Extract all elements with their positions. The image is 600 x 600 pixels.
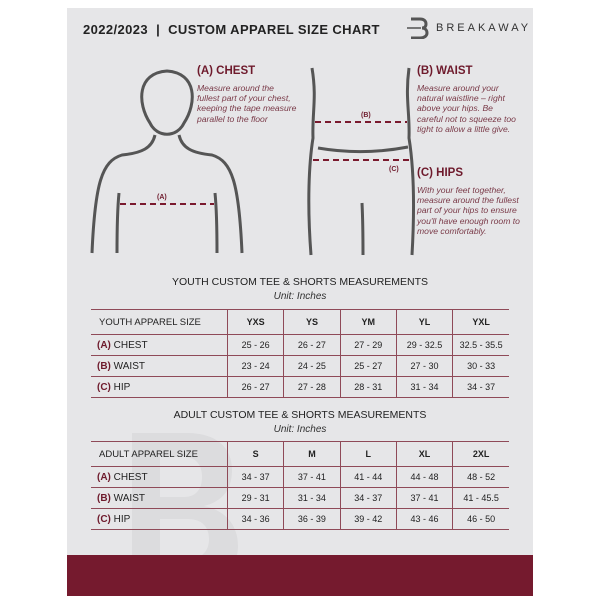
table-cell: 39 - 42 (339, 508, 397, 530)
table-cell: 32.5 - 35.5 (452, 334, 509, 356)
footer-bar (67, 555, 533, 596)
column-header: S (226, 441, 284, 467)
table-cell: 25 - 27 (339, 355, 397, 377)
table-cell: 34 - 37 (226, 466, 284, 488)
column-header: YOUTH APPAREL SIZE (91, 309, 228, 335)
table-cell: 23 - 24 (226, 355, 284, 377)
row-name: WAIST (113, 492, 145, 504)
table-cell: 36 - 39 (283, 508, 341, 530)
table-cell: 43 - 46 (395, 508, 453, 530)
table-row: (C) HIP 26 - 27 27 - 28 28 - 31 31 - 34 34 - … (91, 376, 509, 398)
waist-heading: (B) WAIST (417, 65, 473, 77)
youth-size-table: YOUTH APPAREL SIZE YXS YS YM YL YXL (A) CHEST 2… (91, 309, 509, 398)
row-name: CHEST (113, 339, 148, 351)
adult-title: ADULT CUSTOM TEE & SHORTS MEASUREMENTS (173, 409, 427, 421)
row-name: WAIST (113, 360, 145, 372)
table-cell: 26 - 27 (226, 376, 284, 398)
table-cell: 46 - 50 (452, 508, 509, 530)
row-label: (B) WAIST (91, 487, 228, 509)
table-cell: 37 - 41 (395, 487, 453, 509)
table-cell: 30 - 33 (452, 355, 509, 377)
table-cell: 31 - 34 (395, 376, 453, 398)
table-cell: 31 - 34 (283, 487, 341, 509)
row-code: (C) (97, 381, 111, 393)
youth-unit: Unit: Inches (273, 291, 327, 302)
column-header: YM (339, 309, 397, 335)
column-header: L (339, 441, 397, 467)
table-row: (C) HIP 34 - 36 36 - 39 39 - 42 43 - 46 46 - … (91, 508, 509, 530)
table-cell: 25 - 26 (226, 334, 284, 356)
column-header: YL (395, 309, 453, 335)
table-row: (A) CHEST 34 - 37 37 - 41 41 - 44 44 - 48 48 … (91, 466, 509, 488)
chest-marker: (A) (157, 194, 167, 201)
table-row: (A) CHEST 25 - 26 26 - 27 27 - 29 29 - 32.5 3… (91, 334, 509, 356)
row-label: (B) WAIST (91, 355, 228, 377)
table-cell: 48 - 52 (452, 466, 509, 488)
table-cell: 26 - 27 (283, 334, 341, 356)
table-cell: 24 - 25 (283, 355, 341, 377)
header-row: ADULT APPAREL SIZE S M L XL 2XL (91, 441, 509, 467)
size-chart-panel: 2022/2023 | CUSTOM APPAREL SIZE CHART BR… (67, 8, 533, 596)
brand-logo: BREAKAWAY (407, 17, 531, 39)
table-cell: 34 - 36 (226, 508, 284, 530)
brand-name: BREAKAWAY (436, 22, 532, 34)
header-row: YOUTH APPAREL SIZE YXS YS YM YL YXL (91, 309, 509, 335)
table-cell: 37 - 41 (283, 466, 341, 488)
table-cell: 28 - 31 (339, 376, 397, 398)
hips-marker: (C) (389, 166, 399, 173)
body-diagrams (90, 67, 415, 256)
youth-title: YOUTH CUSTOM TEE & SHORTS MEASUREMENTS (171, 276, 429, 288)
waist-marker: (B) (361, 112, 371, 119)
chest-heading: (A) CHEST (197, 65, 256, 77)
column-header: XL (395, 441, 453, 467)
table-row: (B) WAIST 29 - 31 31 - 34 34 - 37 37 - 41 41 … (91, 487, 509, 509)
row-name: HIP (113, 513, 131, 525)
table-row: (B) WAIST 23 - 24 24 - 25 25 - 27 27 - 30 30 … (91, 355, 509, 377)
row-label: (A) CHEST (91, 334, 228, 356)
hips-heading: (C) HIPS (417, 167, 463, 179)
table-cell: 27 - 29 (339, 334, 397, 356)
table-cell: 41 - 45.5 (452, 487, 509, 509)
hips-instructions: With your feet together, measure around … (417, 185, 520, 236)
row-name: HIP (113, 381, 131, 393)
row-label: (A) CHEST (91, 466, 228, 488)
logo-icon (407, 17, 429, 39)
table-cell: 29 - 31 (226, 487, 284, 509)
upper-body-figure (90, 69, 244, 254)
row-code: (A) (97, 339, 111, 351)
column-header: 2XL (452, 441, 509, 467)
table-cell: 44 - 48 (395, 466, 453, 488)
row-code: (B) (97, 360, 111, 372)
waist-instructions: Measure around your natural waistline – … (417, 83, 516, 134)
row-code: (B) (97, 492, 111, 504)
page-title: 2022/2023 | CUSTOM APPAREL SIZE CHART (83, 22, 380, 37)
column-header: YXS (226, 309, 284, 335)
adult-unit: Unit: Inches (273, 424, 327, 435)
adult-size-table: ADULT APPAREL SIZE S M L XL 2XL (A) CHEST 34 - … (91, 441, 509, 530)
table-cell: 34 - 37 (452, 376, 509, 398)
table-cell: 41 - 44 (339, 466, 397, 488)
table-cell: 27 - 30 (395, 355, 453, 377)
column-header: YXL (452, 309, 509, 335)
table-cell: 29 - 32.5 (395, 334, 453, 356)
row-code: (C) (97, 513, 111, 525)
table-cell: 27 - 28 (283, 376, 341, 398)
chest-instructions: Measure around the fullest part of your … (197, 83, 297, 124)
row-code: (A) (97, 471, 111, 483)
row-name: CHEST (113, 471, 148, 483)
row-label: (C) HIP (91, 508, 228, 530)
column-header: ADULT APPAREL SIZE (91, 441, 228, 467)
column-header: M (283, 441, 341, 467)
lower-body-figure (307, 67, 415, 256)
table-cell: 34 - 37 (339, 487, 397, 509)
row-label: (C) HIP (91, 376, 228, 398)
column-header: YS (283, 309, 341, 335)
